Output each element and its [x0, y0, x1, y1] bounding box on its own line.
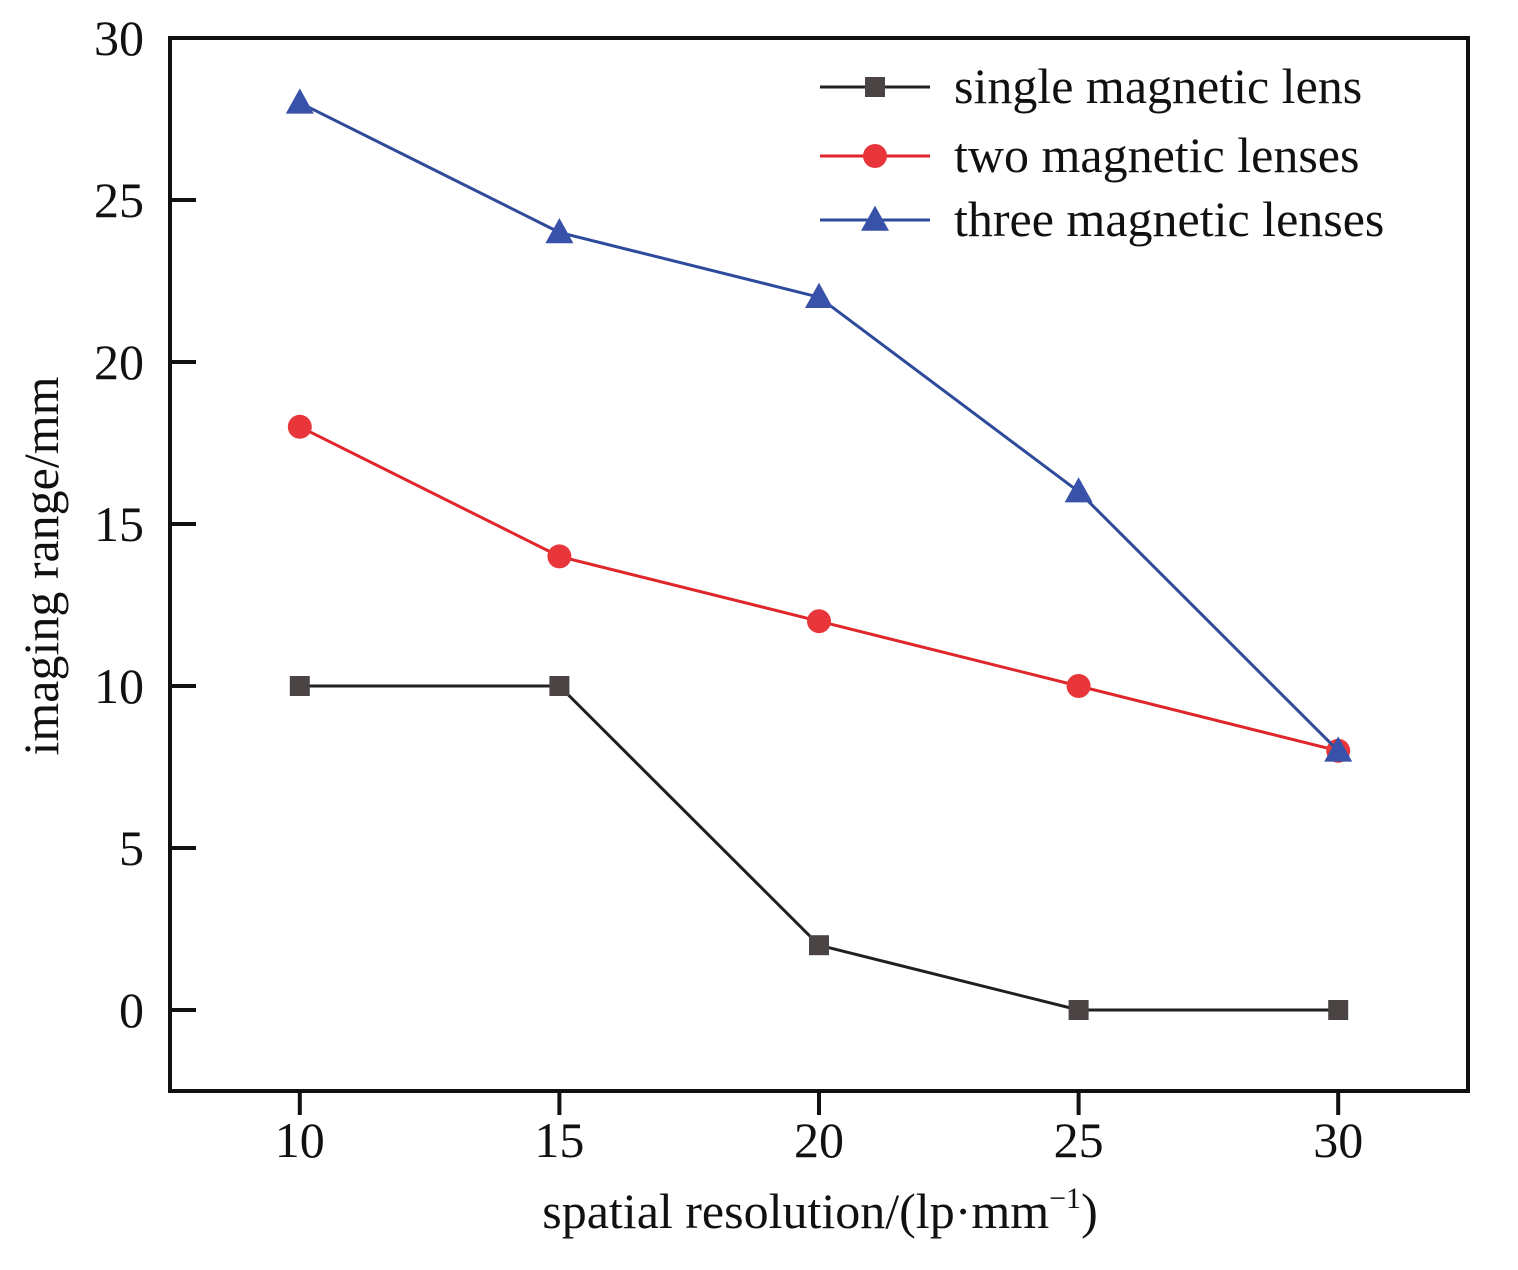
data-point: [547, 544, 572, 569]
legend-marker: [861, 205, 889, 231]
series-triangle: [285, 88, 1353, 762]
legend-label: single magnetic lens: [954, 58, 1362, 114]
x-tick-label: 30: [1313, 1112, 1363, 1168]
data-point: [1324, 736, 1353, 762]
y-tick-label: 5: [119, 820, 144, 876]
data-point: [1064, 477, 1093, 503]
y-tick-label: 10: [94, 658, 144, 714]
data-point: [1328, 1000, 1349, 1020]
data-point: [545, 218, 574, 244]
data-point: [1066, 674, 1091, 698]
legend-item: single magnetic lens: [820, 58, 1362, 114]
data-point: [807, 609, 831, 634]
axes: 0 5 10 15 20 25 30 10 15 20 25 30: [94, 10, 1470, 1168]
series-square: [289, 676, 1349, 1020]
x-axis-label-main: spatial resolution/(lp·mm: [542, 1183, 1049, 1239]
data-point: [285, 88, 314, 114]
legend-marker: [865, 77, 885, 97]
x-tick-label: 25: [1054, 1112, 1104, 1168]
y-tick-label: 30: [94, 10, 144, 66]
legend-label: three magnetic lenses: [954, 191, 1384, 247]
legend-item: two magnetic lenses: [820, 127, 1359, 183]
x-axis-label-suffix: ): [1081, 1183, 1098, 1239]
legend-label: two magnetic lenses: [954, 127, 1359, 183]
y-tick-label: 25: [94, 172, 144, 228]
data-point: [289, 676, 310, 696]
series-circle: [287, 414, 1351, 763]
x-tick-label: 20: [794, 1112, 844, 1168]
series-line: [299, 425, 1339, 753]
data-point: [549, 676, 570, 696]
series-line: [299, 684, 1339, 1012]
data-point: [287, 414, 312, 439]
data-point: [1068, 1000, 1089, 1020]
x-axis-label-superscript: −1: [1049, 1182, 1081, 1215]
y-tick-label: 20: [94, 334, 144, 390]
y-tick-label: 0: [119, 982, 144, 1038]
x-axis-label: spatial resolution/(lp·mm−1): [542, 1182, 1097, 1239]
data-point: [805, 282, 833, 308]
y-axis-label: imaging range/mm: [13, 376, 69, 755]
data-point: [809, 935, 829, 956]
legend: single magnetic lens two magnetic lenses t…: [820, 58, 1384, 247]
legend-marker: [863, 144, 887, 168]
series-group: [285, 88, 1353, 1020]
x-tick-label: 15: [534, 1112, 584, 1168]
legend-item: three magnetic lenses: [820, 191, 1384, 247]
y-tick-label: 15: [94, 496, 144, 552]
x-tick-label: 10: [275, 1112, 325, 1168]
